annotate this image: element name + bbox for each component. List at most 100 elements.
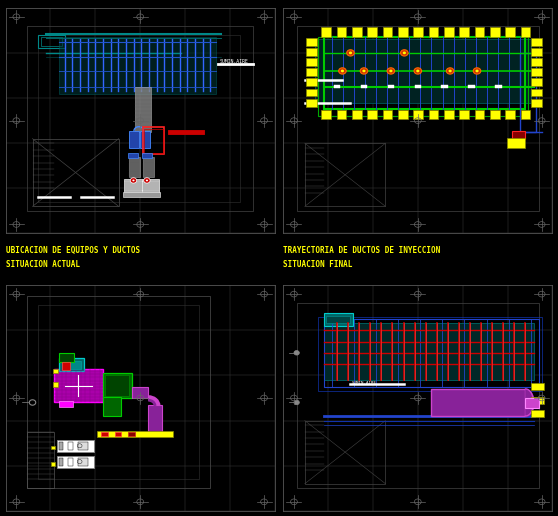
Bar	[324, 313, 353, 326]
Bar	[143, 157, 153, 177]
Bar	[383, 27, 392, 37]
Circle shape	[347, 50, 354, 56]
Bar	[27, 296, 210, 488]
Bar	[352, 27, 362, 37]
Bar	[60, 353, 74, 362]
Bar	[78, 458, 88, 465]
Bar	[62, 361, 81, 368]
Bar	[413, 110, 423, 120]
Bar	[512, 131, 526, 139]
Bar	[114, 432, 121, 437]
Bar	[531, 99, 542, 107]
Bar	[531, 383, 545, 390]
Bar	[521, 110, 530, 120]
Bar	[531, 410, 545, 417]
Bar	[68, 442, 73, 450]
Bar	[398, 110, 408, 120]
Circle shape	[360, 68, 368, 74]
Bar	[475, 27, 484, 37]
Circle shape	[144, 178, 150, 183]
Bar	[367, 27, 377, 37]
Bar	[315, 39, 531, 103]
Circle shape	[130, 178, 137, 183]
Text: SITUACION ACTUAL: SITUACION ACTUAL	[6, 260, 80, 269]
Circle shape	[475, 70, 479, 72]
Bar	[68, 458, 73, 465]
Bar	[531, 397, 545, 404]
Bar	[306, 38, 318, 45]
Bar	[103, 373, 132, 398]
Bar	[468, 85, 475, 88]
Bar	[51, 462, 55, 465]
Circle shape	[146, 180, 148, 181]
Bar	[129, 157, 140, 177]
Bar	[388, 85, 394, 88]
Bar	[54, 368, 103, 402]
Text: SITUACION FINAL: SITUACION FINAL	[283, 260, 353, 269]
Bar	[143, 127, 165, 154]
Bar	[318, 37, 528, 116]
Bar	[507, 138, 526, 148]
Bar	[506, 110, 515, 120]
Bar	[324, 324, 533, 380]
Bar	[52, 382, 58, 386]
Bar	[490, 27, 500, 37]
Circle shape	[294, 350, 299, 355]
Circle shape	[389, 70, 392, 72]
Bar	[101, 432, 108, 437]
Bar	[415, 85, 421, 88]
Bar	[27, 432, 54, 488]
Bar	[60, 401, 73, 407]
Bar	[297, 303, 539, 488]
Bar	[352, 110, 362, 120]
Bar	[531, 89, 542, 96]
Bar	[459, 110, 469, 120]
Bar	[57, 440, 94, 452]
Bar	[334, 85, 340, 88]
Text: SUMIN.AIRE: SUMIN.AIRE	[220, 59, 248, 64]
Bar	[124, 180, 142, 193]
Circle shape	[362, 70, 365, 72]
Bar	[132, 386, 148, 398]
Bar	[142, 180, 159, 193]
Bar	[60, 359, 84, 371]
Bar	[305, 421, 386, 484]
Bar	[321, 27, 331, 37]
Circle shape	[401, 50, 408, 56]
Bar	[521, 27, 530, 37]
Bar	[475, 110, 484, 120]
Bar	[413, 27, 423, 37]
Bar	[383, 110, 392, 120]
Circle shape	[341, 70, 344, 72]
Bar	[531, 58, 542, 66]
Bar	[429, 110, 439, 120]
Circle shape	[132, 180, 134, 181]
Bar	[531, 38, 542, 45]
Bar	[129, 131, 139, 148]
Bar	[429, 27, 439, 37]
Bar	[78, 442, 88, 450]
Bar	[128, 153, 138, 158]
Bar	[496, 85, 502, 88]
Bar	[51, 446, 55, 449]
Bar	[41, 37, 62, 46]
Bar	[27, 26, 253, 211]
Bar	[123, 192, 160, 198]
Bar	[135, 87, 151, 132]
Bar	[531, 78, 542, 86]
Text: TRAYECTORIA DE DUCTOS DE INYECCION: TRAYECTORIA DE DUCTOS DE INYECCION	[283, 247, 440, 255]
Circle shape	[414, 68, 422, 74]
Bar	[306, 99, 318, 107]
Bar	[324, 319, 539, 386]
Bar	[520, 53, 536, 132]
Circle shape	[387, 68, 395, 74]
Bar	[140, 131, 150, 148]
Bar	[360, 85, 367, 88]
Bar	[305, 143, 386, 206]
Circle shape	[349, 52, 352, 54]
Bar	[490, 110, 500, 120]
Bar	[128, 432, 135, 437]
Bar	[57, 456, 94, 468]
Circle shape	[416, 70, 420, 72]
Bar	[321, 110, 331, 120]
